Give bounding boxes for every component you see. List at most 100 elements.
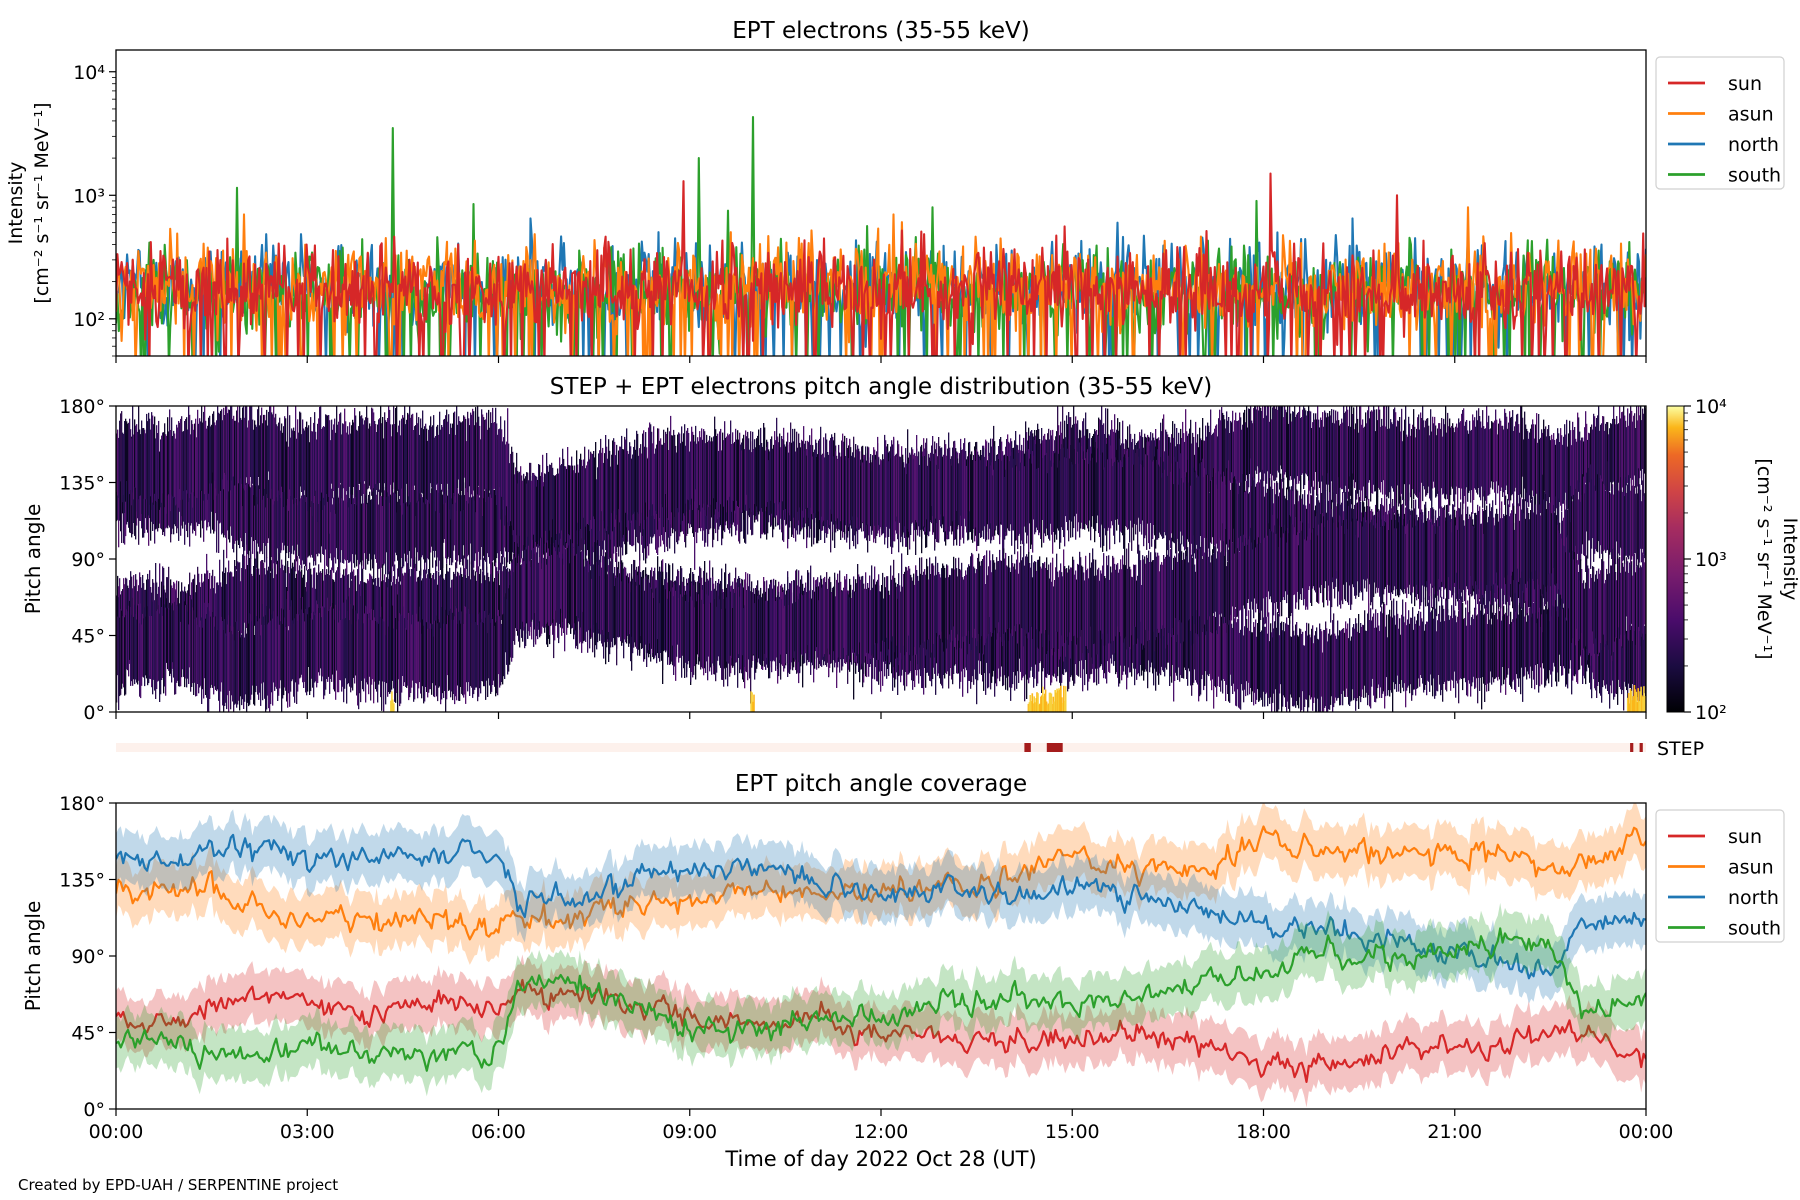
heatmap-cell: [245, 406, 247, 486]
heatmap-cell: [338, 566, 340, 660]
heatmap-cell: [839, 570, 841, 660]
heatmap-cell: [1276, 481, 1278, 554]
heatmap-cell: [312, 431, 314, 517]
heatmap-cell: [990, 603, 992, 690]
heatmap-cell: [758, 599, 760, 659]
heatmap-cell: [1156, 459, 1158, 540]
heatmap-cell: [393, 576, 395, 657]
heatmap-cell: [488, 409, 490, 497]
heatmap-cell: [1064, 457, 1066, 547]
heatmap-cell: [602, 447, 604, 541]
heatmap-cell: [401, 475, 403, 558]
heatmap-cell: [1117, 459, 1119, 520]
heatmap-cell: [651, 588, 653, 649]
heatmap-cell: [734, 592, 736, 675]
heatmap-cell: [382, 618, 384, 682]
heatmap-cell: [969, 452, 971, 512]
heatmap-cell: [448, 571, 450, 634]
heatmap-cell: [1319, 623, 1321, 712]
heatmap-cell: [1318, 419, 1320, 482]
heatmap-cell: [453, 492, 455, 551]
heatmap-cell: [770, 439, 772, 501]
heatmap-cell: [804, 450, 806, 510]
heatmap-cell: [296, 573, 298, 647]
heatmap-cell: [619, 446, 621, 523]
heatmap-cell: [680, 443, 682, 525]
heatmap-cell: [1213, 553, 1215, 614]
heatmap-cell: [493, 489, 495, 560]
heatmap-cell: [958, 611, 960, 674]
heatmap-cell: [428, 429, 430, 503]
heatmap-cell: [1151, 561, 1153, 633]
heatmap-cell: [314, 412, 316, 496]
heatmap-cell: [1101, 462, 1103, 525]
heatmap-cell: [630, 592, 632, 662]
heatmap-cell: [864, 588, 866, 654]
heatmap-cell: [1130, 569, 1132, 650]
heatmap-cell: [705, 443, 707, 517]
heatmap-cell: [733, 588, 735, 667]
heatmap-cell: [1145, 563, 1147, 630]
heatmap-cell: [1218, 418, 1220, 502]
heatmap-cell: [1228, 417, 1230, 494]
heatmap-cell: [1318, 524, 1320, 604]
heatmap-cell: [896, 586, 898, 646]
heatmap-cell: [1243, 534, 1245, 606]
heatmap-cell: [1133, 564, 1135, 645]
heatmap-cell: [225, 633, 227, 703]
heatmap-cell: [611, 476, 613, 560]
heatmap-cell: [689, 451, 691, 510]
heatmap-cell: [823, 578, 825, 657]
heatmap-cell: [266, 606, 268, 710]
heatmap-cell: [441, 425, 443, 484]
heatmap-cell: [1025, 421, 1027, 518]
heatmap-cell: [210, 426, 212, 500]
heatmap-cell: [235, 467, 237, 541]
heatmap-cell: [310, 417, 312, 508]
heatmap-cell: [550, 544, 552, 625]
heatmap-cell: [988, 604, 990, 688]
heatmap-cell: [955, 558, 957, 638]
heatmap-cell: [569, 465, 571, 536]
heatmap-cell: [940, 614, 942, 684]
heatmap-cell: [799, 593, 801, 674]
heatmap-cell: [778, 442, 780, 505]
heatmap-cell: [539, 557, 541, 622]
heatmap-cell: [397, 501, 399, 561]
heatmap-cell: [121, 411, 123, 497]
heatmap-cell: [422, 578, 424, 637]
heatmap-cell: [715, 581, 717, 682]
heatmap-cell: [1225, 484, 1227, 552]
heatmap-cell: [1181, 612, 1183, 678]
heatmap-cell: [1132, 464, 1134, 528]
heatmap-cell: [444, 418, 446, 495]
heatmap-cell: [922, 574, 924, 644]
heatmap-cell: [257, 409, 259, 505]
heatmap-cell: [1222, 481, 1224, 557]
heatmap-cell: [947, 565, 949, 640]
heatmap-cell: [1004, 558, 1006, 641]
heatmap-cell: [1207, 422, 1209, 492]
heatmap-cell: [584, 566, 586, 641]
heatmap-cell: [483, 489, 485, 556]
heatmap-cell: [994, 562, 996, 631]
heatmap-cell: [1338, 635, 1340, 698]
heatmap-cell: [824, 463, 826, 523]
heatmap-cell: [474, 623, 476, 690]
heatmap-cell: [1304, 408, 1306, 486]
heatmap-cell: [785, 446, 787, 509]
heatmap-cell: [865, 453, 867, 538]
heatmap-cell: [472, 478, 474, 575]
heatmap-cell: [796, 431, 798, 524]
heatmap-cell: [454, 616, 456, 705]
heatmap-cell: [1237, 421, 1239, 486]
heatmap-cell: [1323, 629, 1325, 712]
heatmap-cell: [1338, 420, 1340, 479]
heatmap-cell: [1297, 635, 1299, 706]
heatmap-cell: [470, 579, 472, 649]
heatmap-cell: [479, 497, 481, 567]
heatmap-cell: [1106, 443, 1108, 552]
heatmap-cell: [331, 419, 333, 484]
heatmap-cell: [425, 569, 427, 657]
heatmap-cell: [544, 551, 546, 633]
